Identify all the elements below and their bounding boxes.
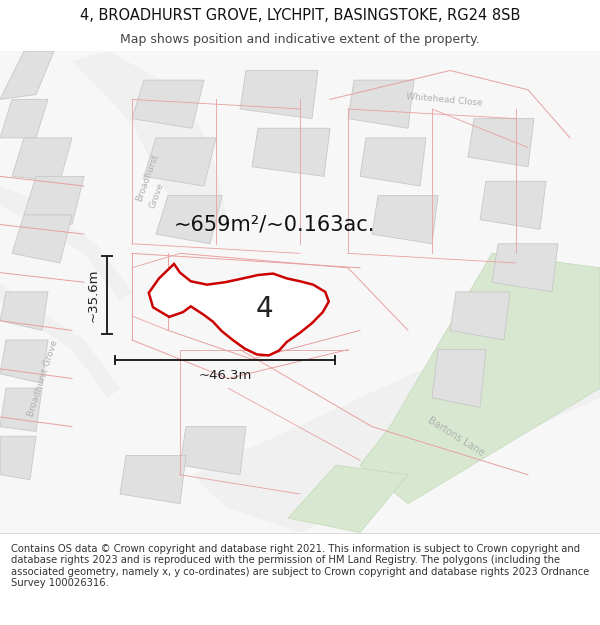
Polygon shape <box>0 51 600 532</box>
Polygon shape <box>0 436 36 479</box>
Text: ~46.3m: ~46.3m <box>199 369 251 382</box>
Text: 4, BROADHURST GROVE, LYCHPIT, BASINGSTOKE, RG24 8SB: 4, BROADHURST GROVE, LYCHPIT, BASINGSTOK… <box>80 8 520 23</box>
Polygon shape <box>149 264 329 356</box>
Text: Map shows position and indicative extent of the property.: Map shows position and indicative extent… <box>120 34 480 46</box>
Polygon shape <box>72 51 228 229</box>
Polygon shape <box>12 215 72 263</box>
Polygon shape <box>360 138 426 186</box>
Polygon shape <box>450 292 510 340</box>
Text: Broadhurst Grove: Broadhurst Grove <box>26 339 60 418</box>
Polygon shape <box>24 176 84 224</box>
Polygon shape <box>0 340 48 383</box>
Polygon shape <box>156 196 222 244</box>
Text: Broadhurst: Broadhurst <box>134 152 160 202</box>
Polygon shape <box>468 119 534 167</box>
Polygon shape <box>240 71 318 119</box>
Text: Contains OS data © Crown copyright and database right 2021. This information is : Contains OS data © Crown copyright and d… <box>11 544 589 588</box>
Polygon shape <box>288 465 408 532</box>
Polygon shape <box>0 292 48 331</box>
Polygon shape <box>432 349 486 408</box>
Polygon shape <box>0 186 132 301</box>
Polygon shape <box>492 244 558 292</box>
Polygon shape <box>0 282 120 398</box>
Text: ~659m²/~0.163ac.: ~659m²/~0.163ac. <box>174 214 376 234</box>
Polygon shape <box>192 321 600 532</box>
Polygon shape <box>0 388 42 431</box>
Polygon shape <box>12 138 72 181</box>
Polygon shape <box>0 99 48 138</box>
Text: Grove: Grove <box>148 181 166 210</box>
Polygon shape <box>0 51 54 99</box>
Text: ~35.6m: ~35.6m <box>87 268 100 322</box>
Text: Whitehead Close: Whitehead Close <box>406 91 482 108</box>
Text: 4: 4 <box>255 295 273 322</box>
Polygon shape <box>480 181 546 229</box>
Polygon shape <box>372 196 438 244</box>
Polygon shape <box>144 138 216 186</box>
Polygon shape <box>252 128 330 176</box>
Polygon shape <box>180 427 246 475</box>
Polygon shape <box>360 253 600 504</box>
Polygon shape <box>348 80 414 128</box>
Polygon shape <box>120 456 186 504</box>
Polygon shape <box>132 80 204 128</box>
Text: Bartons Lane: Bartons Lane <box>426 415 486 458</box>
